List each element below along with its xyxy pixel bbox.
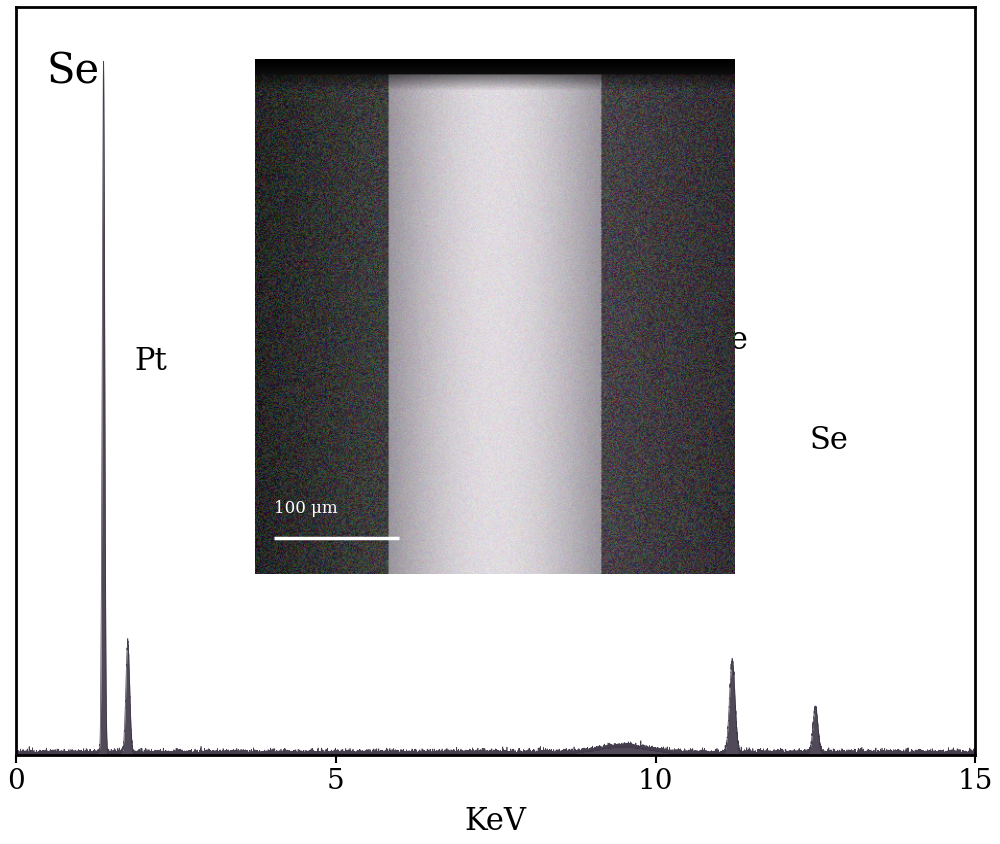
Text: Se: Se <box>710 325 749 356</box>
Text: Se: Se <box>809 425 848 456</box>
Text: Se: Se <box>47 51 100 92</box>
Text: 100 μm: 100 μm <box>274 500 338 517</box>
Text: Pt: Pt <box>134 346 167 377</box>
X-axis label: KeV: KeV <box>465 806 527 837</box>
